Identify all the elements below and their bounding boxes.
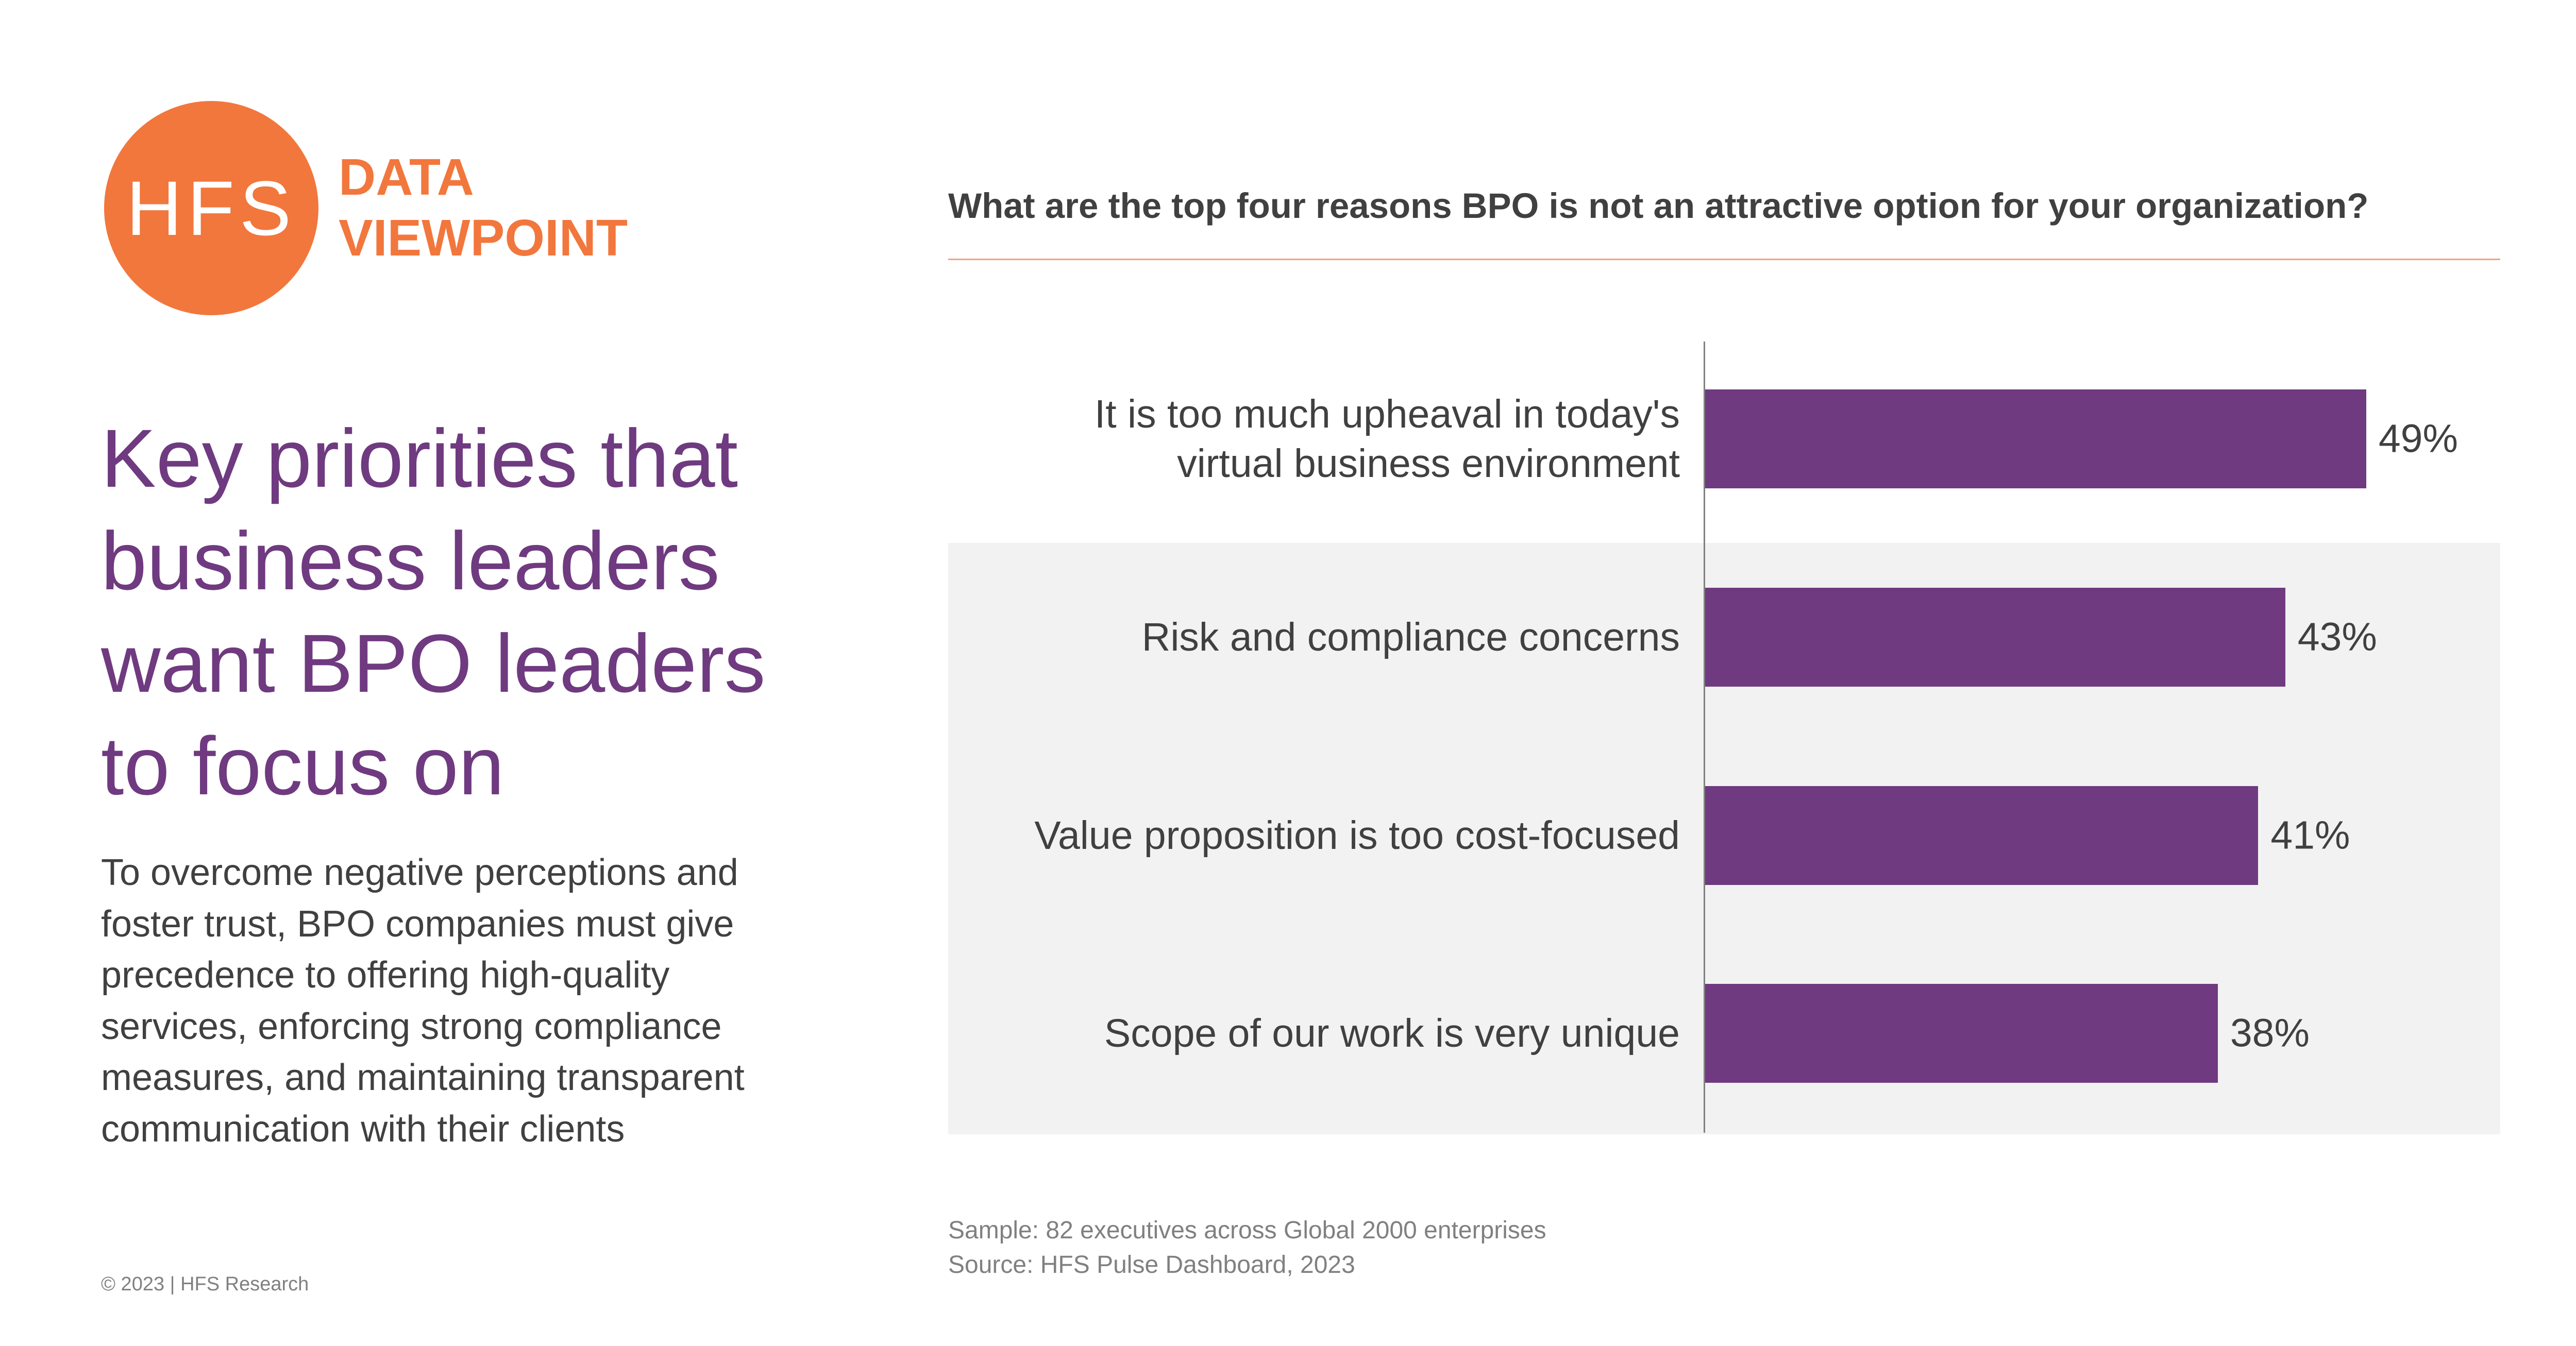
logo-line-2: VIEWPOINT	[339, 209, 628, 267]
logo-line-1: DATA	[339, 148, 474, 206]
logo-subtitle: DATA VIEWPOINT	[339, 147, 628, 268]
headline: Key priorities that business leaders wan…	[101, 412, 766, 812]
category-label: Value proposition is too cost-focused	[1034, 813, 1680, 858]
data-label: 49%	[2378, 416, 2458, 461]
chart-notes: Sample: 82 executives across Global 2000…	[948, 1213, 1546, 1282]
category-axis	[1704, 342, 1705, 1133]
category-label: Scope of our work is very unique	[1104, 1011, 1680, 1055]
bar	[1705, 588, 2285, 687]
bar	[1705, 786, 2259, 885]
copyright: © 2023 | HFS Research	[101, 1273, 309, 1295]
body-text: To overcome negative perceptions and fos…	[101, 852, 745, 1150]
data-label: 43%	[2297, 615, 2377, 659]
sample-note: Sample: 82 executives across Global 2000…	[948, 1217, 1546, 1244]
category-label: It is too much upheaval in today's virtu…	[1094, 392, 1680, 486]
data-label: 41%	[2270, 813, 2350, 858]
logo-mark: HFS	[126, 164, 296, 251]
category-label: Risk and compliance concerns	[1141, 615, 1680, 659]
source-note: Source: HFS Pulse Dashboard, 2023	[948, 1251, 1355, 1279]
bar	[1705, 389, 2366, 488]
title-divider	[948, 259, 2500, 260]
data-label: 38%	[2230, 1011, 2310, 1055]
hfs-logo: HFS	[104, 101, 318, 315]
chart-title: What are the top four reasons BPO is not…	[948, 186, 2369, 226]
bar	[1705, 984, 2218, 1083]
